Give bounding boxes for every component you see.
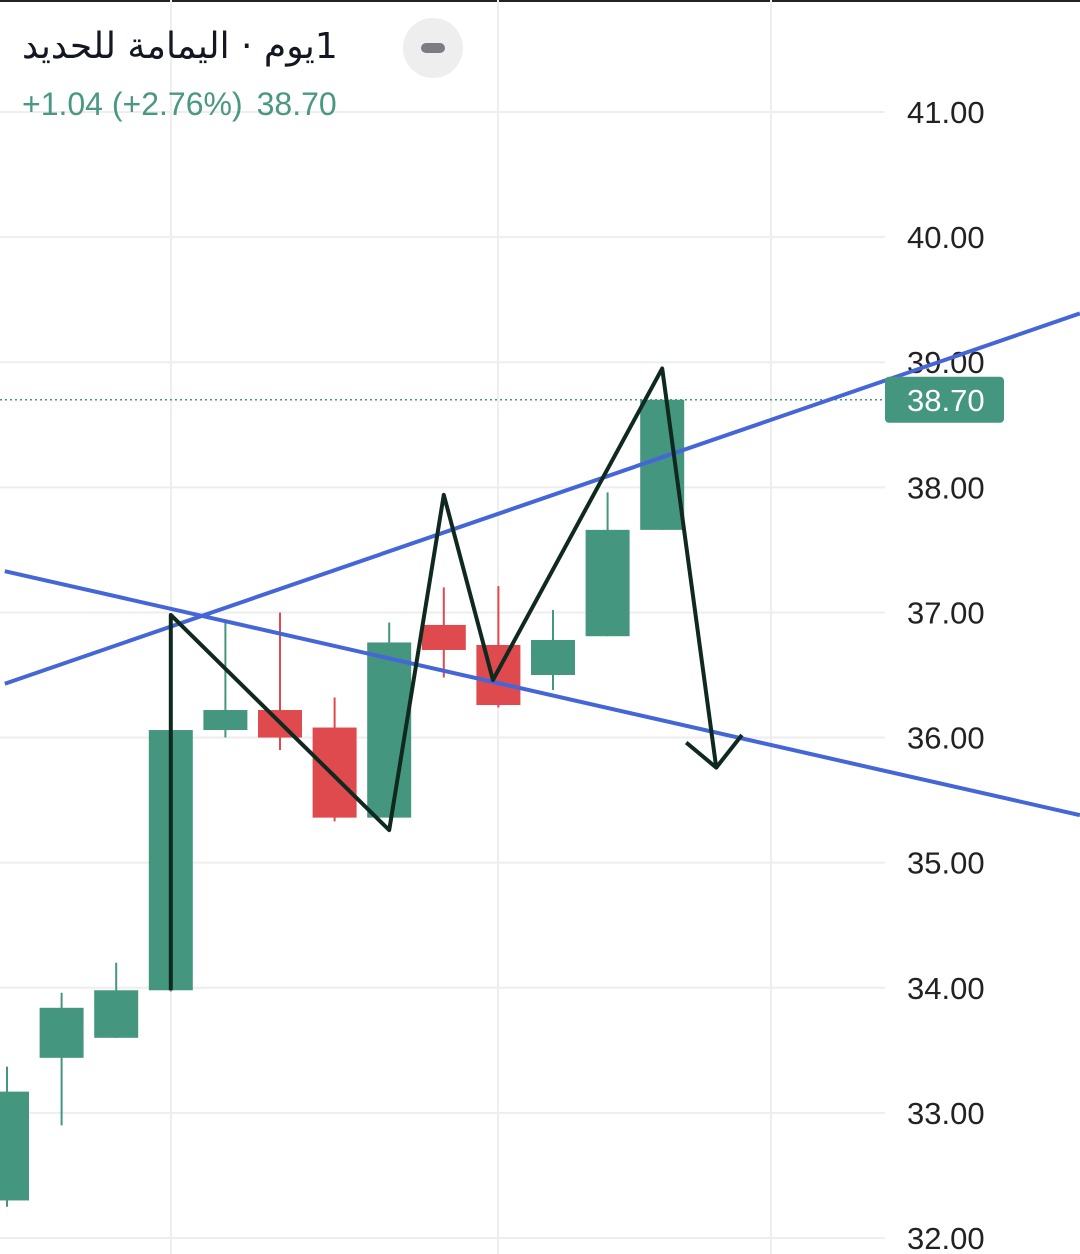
chart-title: 1يوم · اليمامة للحديد	[22, 26, 338, 67]
y-tick-label: 34.00	[907, 971, 985, 1006]
candle-up	[39, 1007, 84, 1058]
trendline	[4, 569, 1080, 818]
candle-up	[640, 399, 685, 530]
trendline	[4, 311, 1080, 686]
price-change: +1.04 (+2.76%)	[22, 86, 243, 122]
candle-up	[203, 710, 248, 731]
y-tick-label: 41.00	[907, 95, 985, 130]
y-tick-label: 37.00	[907, 595, 985, 630]
y-tick-label: 35.00	[907, 846, 985, 881]
candle-up	[531, 639, 575, 675]
candle-up	[585, 529, 630, 637]
top-border	[0, 0, 1080, 2]
y-tick-label: 40.00	[907, 220, 985, 255]
y-tick-label: 33.00	[907, 1096, 985, 1131]
minus-icon	[421, 43, 445, 53]
collapse-legend-button[interactable]	[403, 18, 463, 78]
last-price-badge	[885, 376, 1004, 423]
y-tick-label: 38.00	[907, 470, 985, 505]
last-price: 38.70	[256, 86, 337, 122]
y-tick-label: 36.00	[907, 721, 985, 756]
y-tick-label: 32.00	[907, 1221, 985, 1254]
candle-down	[476, 644, 521, 706]
candle-down	[312, 727, 357, 818]
quote-line: +1.04 (+2.76%) 38.70	[22, 86, 351, 123]
last-price-badge-text: 38.70	[907, 383, 985, 418]
candle-down	[421, 624, 466, 650]
candle-up	[0, 1091, 29, 1201]
arrow-head-icon	[684, 733, 744, 770]
zigzag-drawing	[168, 366, 719, 991]
candle-up	[94, 990, 139, 1038]
